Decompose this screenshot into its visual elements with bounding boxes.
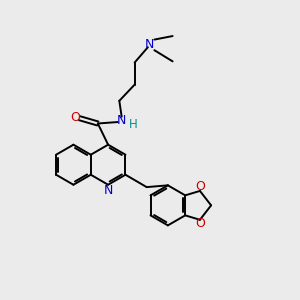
Text: N: N: [117, 114, 126, 127]
Text: O: O: [196, 218, 206, 230]
Text: H: H: [129, 118, 137, 131]
Text: O: O: [196, 180, 206, 193]
Text: N: N: [103, 184, 113, 196]
Text: N: N: [145, 38, 154, 51]
Text: O: O: [70, 110, 80, 124]
